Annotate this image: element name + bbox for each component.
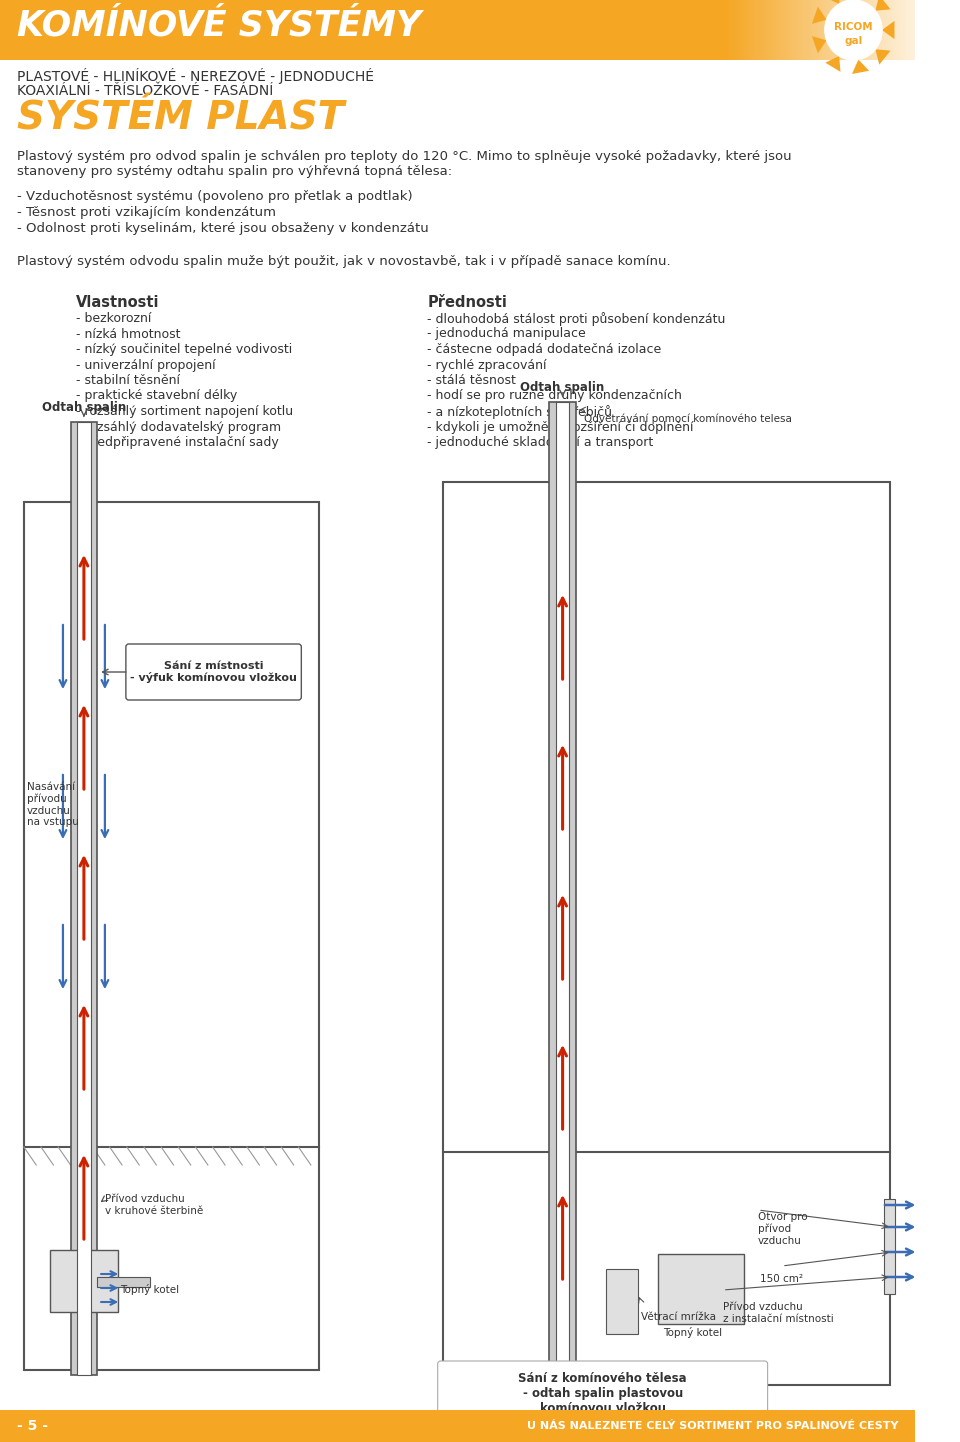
Text: Přednosti: Přednosti xyxy=(427,296,507,310)
Text: - Vzduchotěsnost systému (povoleno pro přetlak a podtlak): - Vzduchotěsnost systému (povoleno pro p… xyxy=(17,190,413,203)
Text: - 5 -: - 5 - xyxy=(17,1419,48,1433)
FancyBboxPatch shape xyxy=(438,1361,768,1425)
Text: Odvetrávání pomocí komínového telesa: Odvetrávání pomocí komínového telesa xyxy=(584,414,791,424)
Text: Plastový systém pro odvod spalin je schválen pro teploty do 120 °C. Mimo to spln: Plastový systém pro odvod spalin je schv… xyxy=(17,150,792,163)
Text: - bezkorozní: - bezkorozní xyxy=(76,311,152,324)
Text: RICOM: RICOM xyxy=(834,22,873,32)
Bar xyxy=(884,1198,896,1293)
Bar xyxy=(77,423,90,1376)
Text: Sání z místnosti
- výfuk komínovou vložkou: Sání z místnosti - výfuk komínovou vložk… xyxy=(131,660,297,684)
Polygon shape xyxy=(876,49,891,65)
Text: - stabilní těsnění: - stabilní těsnění xyxy=(76,373,180,386)
Text: Vlastnosti: Vlastnosti xyxy=(76,296,159,310)
Text: Přívod vzduchu
v kruhové šterbině: Přívod vzduchu v kruhové šterbině xyxy=(105,1194,204,1216)
Text: Větrací mrížka: Větrací mrížka xyxy=(640,1312,716,1322)
Bar xyxy=(50,1250,118,1312)
Polygon shape xyxy=(826,0,840,4)
Text: - nízká hmotnost: - nízká hmotnost xyxy=(76,327,180,340)
Text: - rychlé zpracování: - rychlé zpracování xyxy=(427,359,546,372)
Text: - rozsáhlý sortiment napojení kotlu: - rozsáhlý sortiment napojení kotlu xyxy=(76,405,294,418)
Text: U NÁS NALEZNETE CELÝ SORTIMENT PRO SPALINOVÉ CESTY: U NÁS NALEZNETE CELÝ SORTIMENT PRO SPALI… xyxy=(527,1420,899,1430)
Text: Odtah spalin: Odtah spalin xyxy=(42,401,126,414)
Text: - a nízkoteplotních spotřebičů: - a nízkoteplotních spotřebičů xyxy=(427,405,612,420)
Text: gal: gal xyxy=(844,36,863,46)
Text: - předpřipravené instalační sady: - předpřipravené instalační sady xyxy=(76,435,279,448)
Text: Topný kotel: Topný kotel xyxy=(662,1327,722,1338)
Text: - kdykoli je umožněno rozšíření či doplnění: - kdykoli je umožněno rozšíření či dopln… xyxy=(427,421,694,434)
Text: stanoveny pro systémy odtahu spalin pro výhřevná topná tělesa:: stanoveny pro systémy odtahu spalin pro … xyxy=(17,164,452,177)
Text: - nízký součinitel tepelné vodivosti: - nízký součinitel tepelné vodivosti xyxy=(76,343,293,356)
Bar xyxy=(549,402,576,1390)
Text: SYSTÉM PLAST: SYSTÉM PLAST xyxy=(17,99,345,138)
Text: Odtah spalin: Odtah spalin xyxy=(520,381,605,394)
Bar xyxy=(71,423,97,1376)
Text: Otvor pro
přívod
vzduchu: Otvor pro přívod vzduchu xyxy=(758,1211,807,1246)
Polygon shape xyxy=(852,59,869,74)
Text: - částecne odpadá dodatečná izolace: - částecne odpadá dodatečná izolace xyxy=(427,343,661,356)
Bar xyxy=(606,1269,638,1334)
Polygon shape xyxy=(812,36,827,53)
Text: - hodí se pro ruzné druhy kondenzačních: - hodí se pro ruzné druhy kondenzačních xyxy=(427,389,682,402)
Circle shape xyxy=(825,0,882,61)
Polygon shape xyxy=(826,56,840,72)
Bar xyxy=(24,502,320,1370)
Polygon shape xyxy=(882,20,895,39)
Text: - Těsnost proti vzikajícím kondenzátum: - Těsnost proti vzikajícím kondenzátum xyxy=(17,206,276,219)
Text: Nasávání
přívodu
vzduchu
na vstupu: Nasávání přívodu vzduchu na vstupu xyxy=(27,782,79,828)
Text: Plastový systém odvodu spalin muže být použit, jak v novostavbě, tak i v případě: Plastový systém odvodu spalin muže být p… xyxy=(17,255,671,268)
Text: Topný kotel: Topný kotel xyxy=(120,1283,180,1295)
Text: - stálá těsnost: - stálá těsnost xyxy=(427,373,516,386)
Text: PLASTOVÉ - HLINÍKOVÉ - NEREZOVÉ - JEDNODUCHÉ: PLASTOVÉ - HLINÍKOVÉ - NEREZOVÉ - JEDNOD… xyxy=(17,68,374,84)
Text: - jednoduchá manipulace: - jednoduchá manipulace xyxy=(427,327,586,340)
Text: - dlouhodobá stálost proti působení kondenzátu: - dlouhodobá stálost proti působení kond… xyxy=(427,311,726,326)
Bar xyxy=(658,1255,744,1324)
Text: - Odolnost proti kyselinám, které jsou obsaženy v kondenzátu: - Odolnost proti kyselinám, které jsou o… xyxy=(17,222,429,235)
Text: - univerzální propojení: - univerzální propojení xyxy=(76,359,216,372)
Text: KOMÍNOVÉ SYSTÉMY: KOMÍNOVÉ SYSTÉMY xyxy=(17,9,421,42)
Polygon shape xyxy=(812,7,827,25)
Bar xyxy=(444,482,890,1384)
Text: - praktické stavební délky: - praktické stavební délky xyxy=(76,389,237,402)
Bar xyxy=(556,402,569,1390)
Bar xyxy=(0,0,916,61)
Text: - jednoduché skladování a transport: - jednoduché skladování a transport xyxy=(427,435,654,448)
Text: 150 cm²: 150 cm² xyxy=(760,1273,804,1283)
FancyBboxPatch shape xyxy=(126,645,301,699)
Text: KOAXIÁLNÍ - TŘÍSLOŽKOVÉ - FASÁDNÍ: KOAXIÁLNÍ - TŘÍSLOŽKOVÉ - FASÁDNÍ xyxy=(17,84,274,98)
Bar xyxy=(97,1278,150,1288)
Text: - rozsáhlý dodavatelský program: - rozsáhlý dodavatelský program xyxy=(76,421,281,434)
Text: Sání z komínového tělesa
- odtah spalin plastovou
komínovou vložkou: Sání z komínového tělesa - odtah spalin … xyxy=(518,1371,687,1415)
Text: Přívod vzduchu
z instalační místnosti: Přívod vzduchu z instalační místnosti xyxy=(723,1302,833,1324)
Bar xyxy=(0,1410,916,1442)
Polygon shape xyxy=(876,0,891,10)
